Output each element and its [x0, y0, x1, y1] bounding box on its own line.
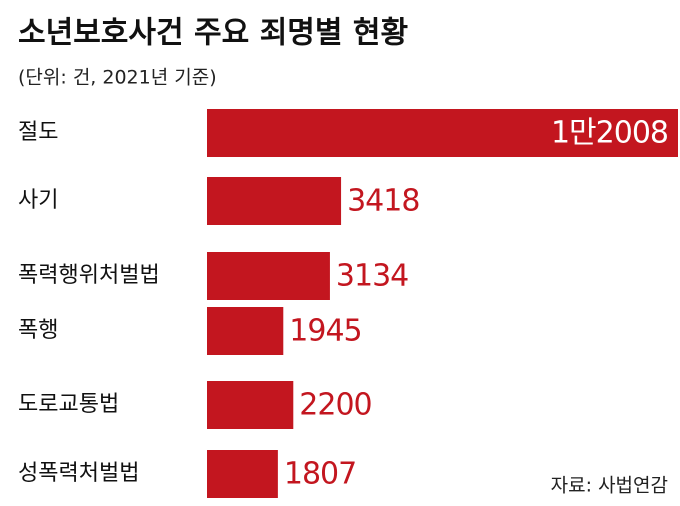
bar [207, 177, 342, 225]
category-label: 사기 [18, 188, 58, 213]
category-label: 절도 [18, 120, 58, 145]
value-label: 1807 [284, 457, 356, 492]
category-label: 폭력행위처벌법 [18, 263, 160, 288]
chart-subtitle: (단위: 건, 2021년 기준) [18, 67, 217, 89]
value-label: 1만2008 [551, 116, 668, 151]
category-label: 도로교통법 [18, 392, 119, 417]
chart-title: 소년보호사건 주요 죄명별 현황 [18, 16, 408, 51]
category-label: 폭행 [18, 318, 58, 343]
bar [207, 109, 678, 157]
value-label: 1945 [289, 314, 361, 349]
value-label: 3134 [336, 259, 408, 294]
category-label: 성폭력처벌법 [18, 461, 139, 486]
value-label: 3418 [347, 184, 419, 219]
source-note: 자료: 사법연감 [551, 475, 668, 497]
bar [207, 252, 330, 300]
bar [207, 307, 284, 355]
bar [207, 450, 278, 498]
bar [207, 381, 294, 429]
value-label: 2200 [299, 388, 371, 423]
